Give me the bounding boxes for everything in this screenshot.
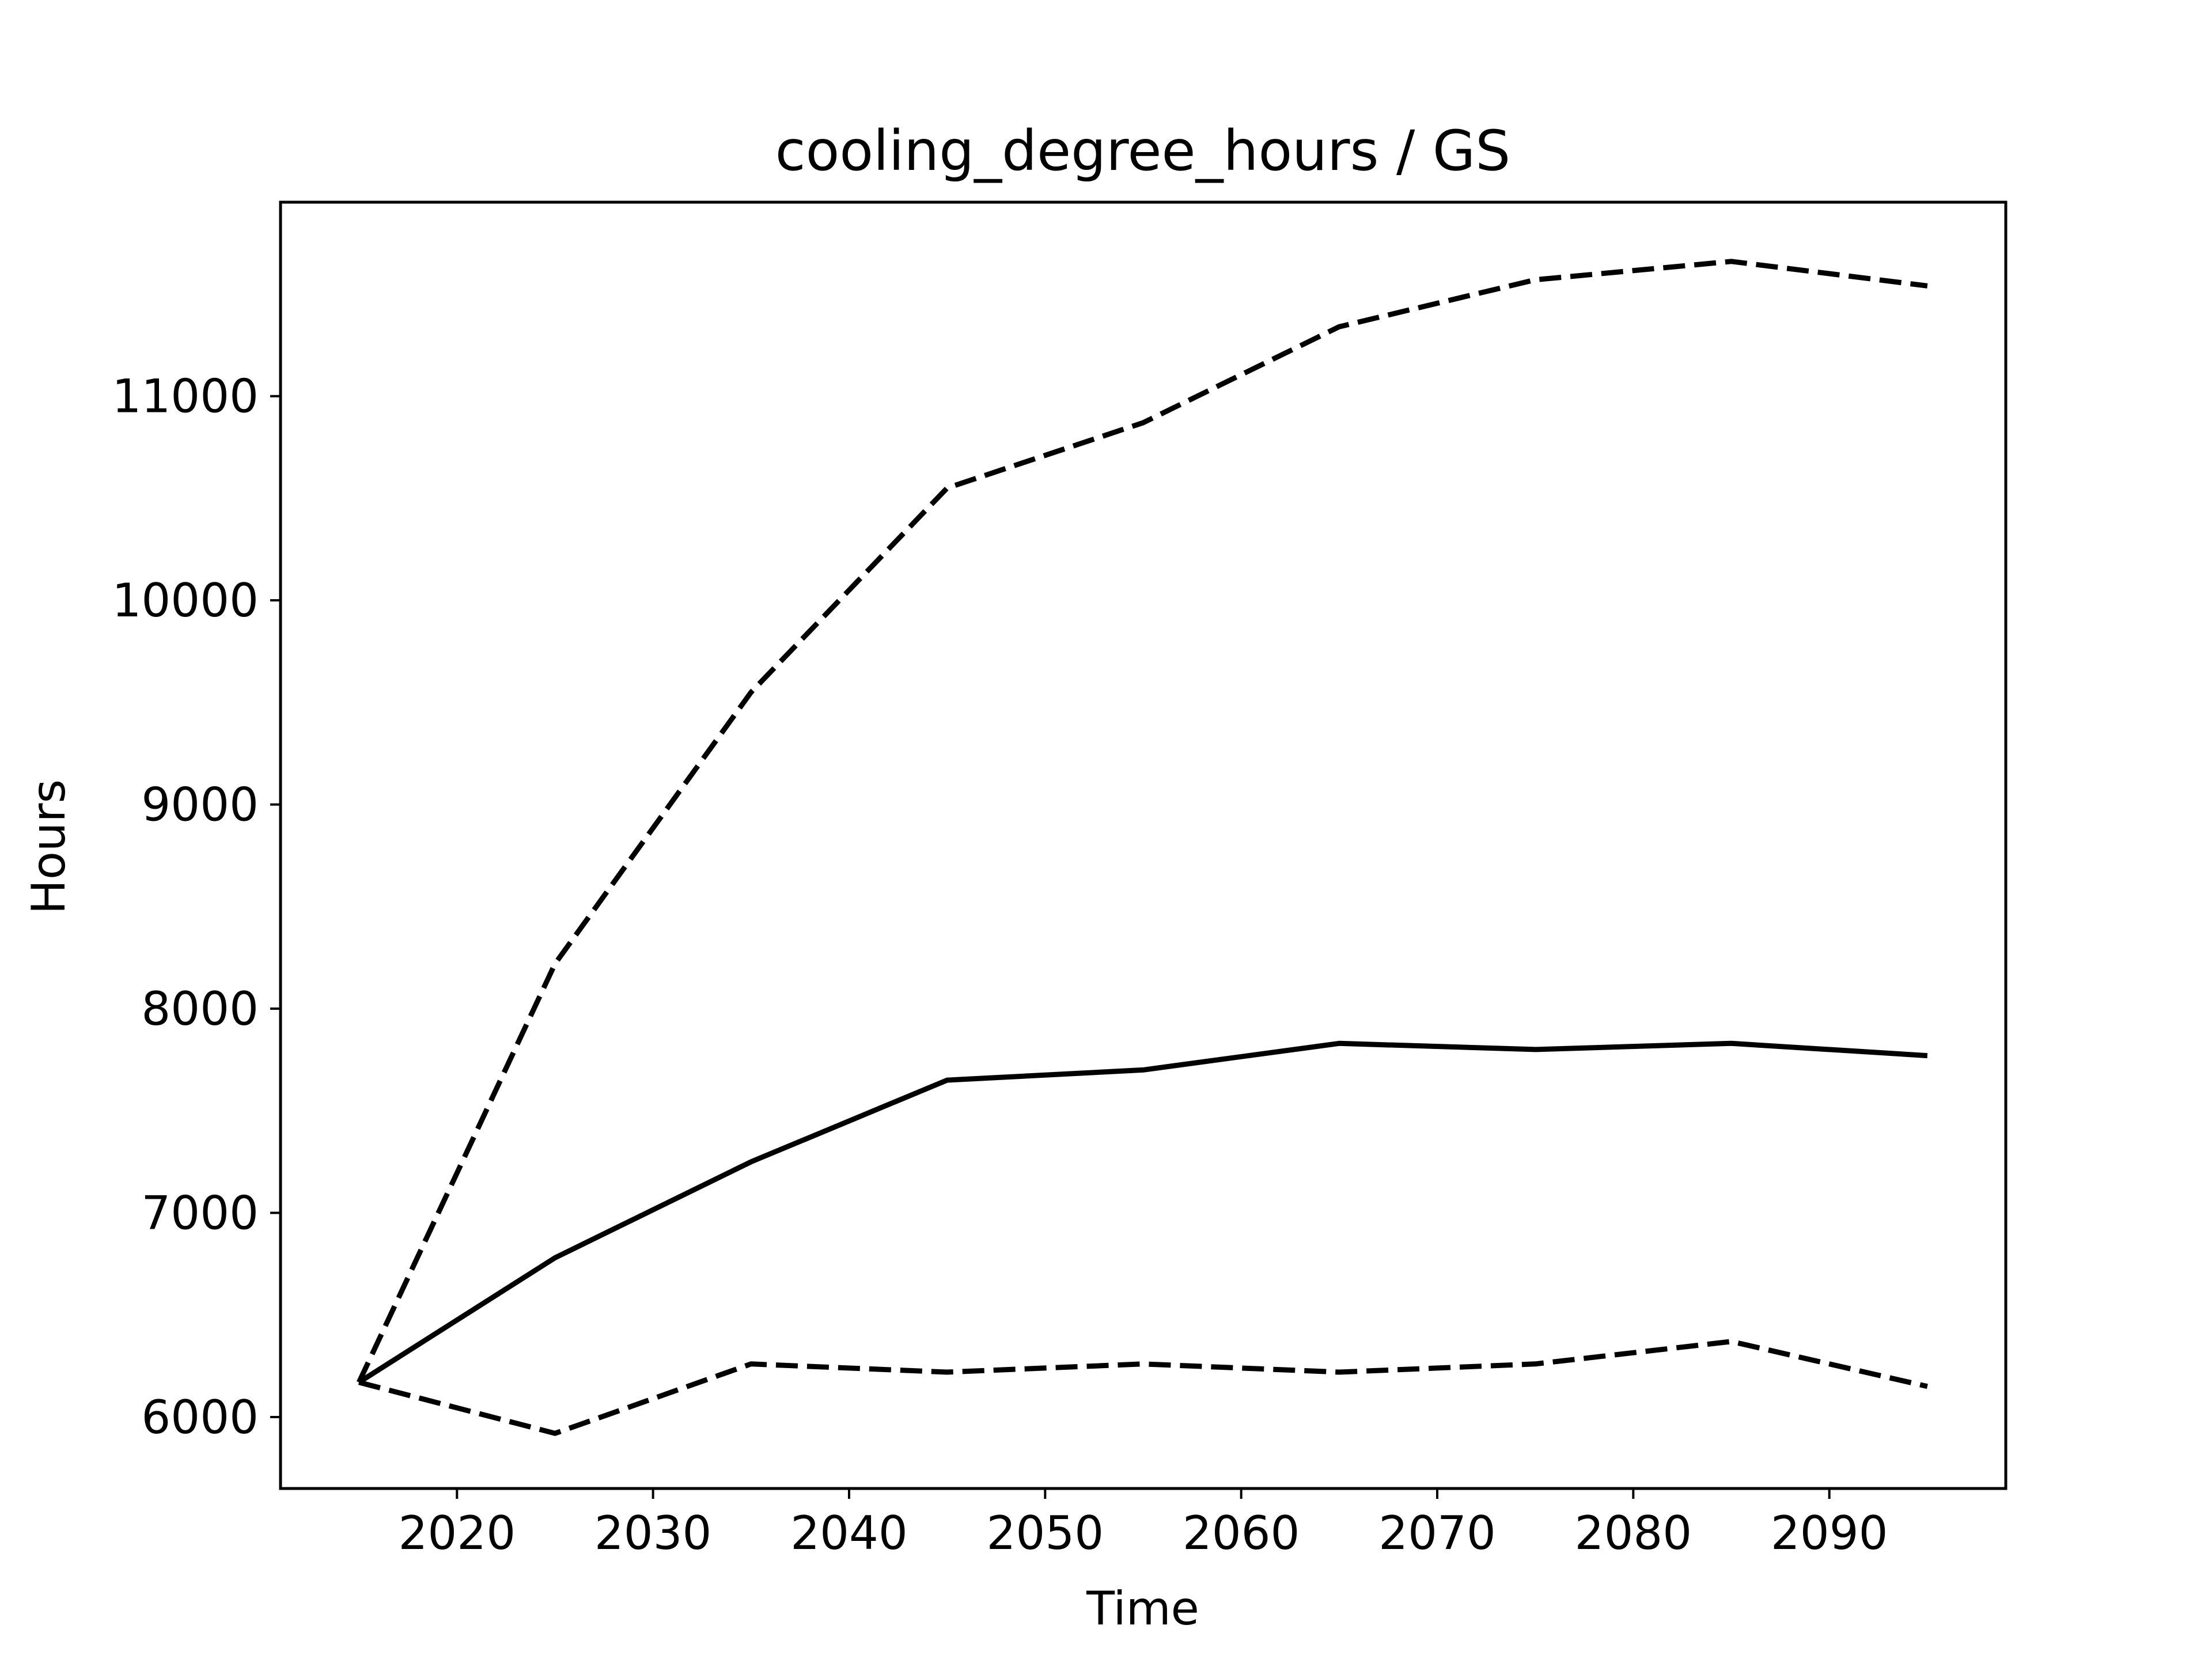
series-line-3 [358, 1339, 1928, 1436]
y-axis-label: Hours [22, 779, 75, 914]
series-line-1 [357, 1040, 1928, 1385]
y-tick-label: 6000 [141, 1391, 259, 1444]
y-axis: 6000 7000 8000 9000 10000 11000 [112, 370, 281, 1444]
y-tick-label: 10000 [112, 574, 259, 627]
y-tick-label: 7000 [141, 1187, 259, 1240]
x-tick-label: 2080 [1575, 1506, 1692, 1560]
y-tick-label: 8000 [141, 982, 259, 1036]
series-layer [357, 259, 1928, 1436]
chart-title: cooling_degree_hours / GS [775, 119, 1510, 183]
series-line-2 [357, 259, 1928, 1384]
y-tick-label: 11000 [112, 370, 259, 423]
x-tick-label: 2020 [399, 1506, 516, 1560]
plot-frame [279, 200, 2008, 1490]
x-tick-label: 2050 [987, 1506, 1104, 1560]
y-tick-label: 9000 [141, 778, 259, 832]
x-tick-label: 2040 [790, 1506, 908, 1560]
x-tick-label: 2090 [1771, 1506, 1888, 1560]
x-tick-label: 2070 [1378, 1506, 1496, 1560]
x-axis: 2020 2030 2040 2050 2060 2070 2080 2090 [399, 1488, 1888, 1560]
x-tick-label: 2030 [594, 1506, 712, 1560]
x-tick-label: 2060 [1183, 1506, 1300, 1560]
x-axis-label: Time [1086, 1582, 1199, 1635]
